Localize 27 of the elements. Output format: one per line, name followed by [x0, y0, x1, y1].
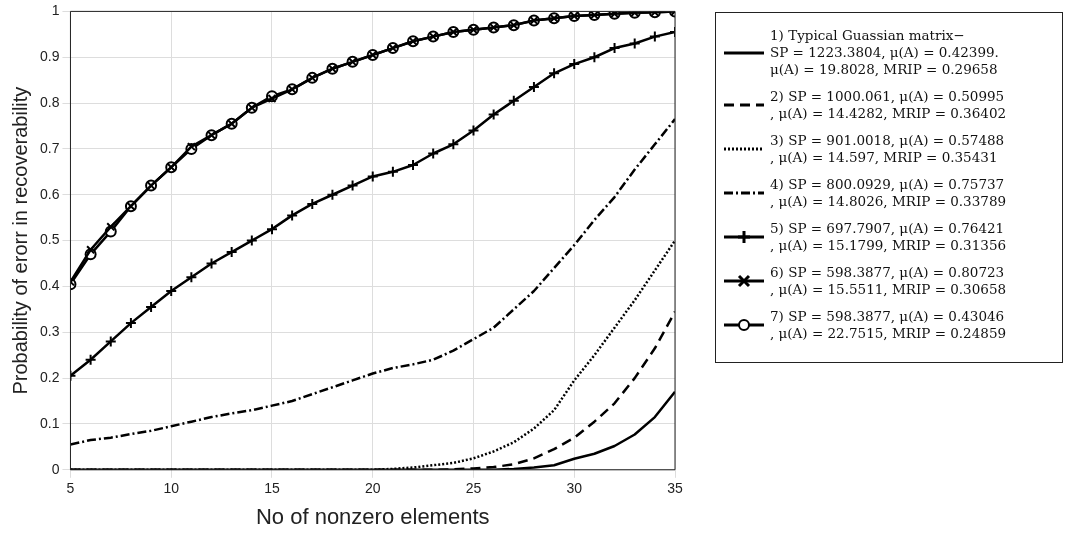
x-tick-label: 5	[66, 480, 75, 497]
legend-label: 7) SP = 598.3877, μ(A) = 0.43046 , μ(A) = 22.7515, MRIP = 0.24859	[770, 308, 1007, 342]
y-tick-label: 0	[51, 460, 60, 477]
x-tick-label: 25	[465, 480, 482, 497]
y-tick-label: 0.8	[39, 93, 60, 110]
y-tick-label: 0.5	[39, 231, 60, 248]
y-tick-label: 0.9	[39, 48, 60, 65]
y-axis-title: Probability of erorr in recoverability	[8, 86, 31, 395]
y-tick-label: 0.1	[39, 414, 60, 431]
y-tick-label: 0.7	[39, 139, 60, 156]
x-tick-label: 30	[566, 480, 583, 497]
legend-label: 3) SP = 901.0018, μ(A) = 0.57488 , μ(A) = 14.597, MRIP = 0.35431	[770, 132, 1005, 166]
legend-label: 2) SP = 1000.061, μ(A) = 0.50995 , μ(A) = 14.4282, MRIP = 0.36402	[770, 88, 1007, 122]
legend-label: 6) SP = 598.3877, μ(A) = 0.80723 , μ(A) = 15.5511, MRIP = 0.30658	[770, 264, 1007, 298]
x-tick-label: 35	[667, 480, 683, 497]
x-tick-label: 10	[163, 480, 180, 497]
y-tick-label: 0.3	[39, 323, 60, 340]
x-tick-label: 15	[264, 480, 280, 497]
x-tick-label: 20	[364, 480, 381, 497]
legend-label: 5) SP = 697.7907, μ(A) = 0.76421 , μ(A) = 15.1799, MRIP = 0.31356	[770, 220, 1007, 254]
legend-label: 4) SP = 800.0929, μ(A) = 0.75737 , μ(A) = 14.8026, MRIP = 0.33789	[770, 176, 1007, 210]
y-tick-label: 0.2	[39, 368, 60, 385]
y-tick-label: 0.4	[39, 277, 60, 294]
y-tick-label: 0.6	[39, 185, 60, 202]
legend-label: 1) Typical Guassian matrix− SP = 1223.3804, μ(A) = 0.42399. μ(A) = 19.8028, MRIP = 0.29658	[770, 27, 999, 78]
y-tick-label: 1	[51, 2, 60, 19]
x-axis-title: No of nonzero elements	[255, 503, 490, 529]
